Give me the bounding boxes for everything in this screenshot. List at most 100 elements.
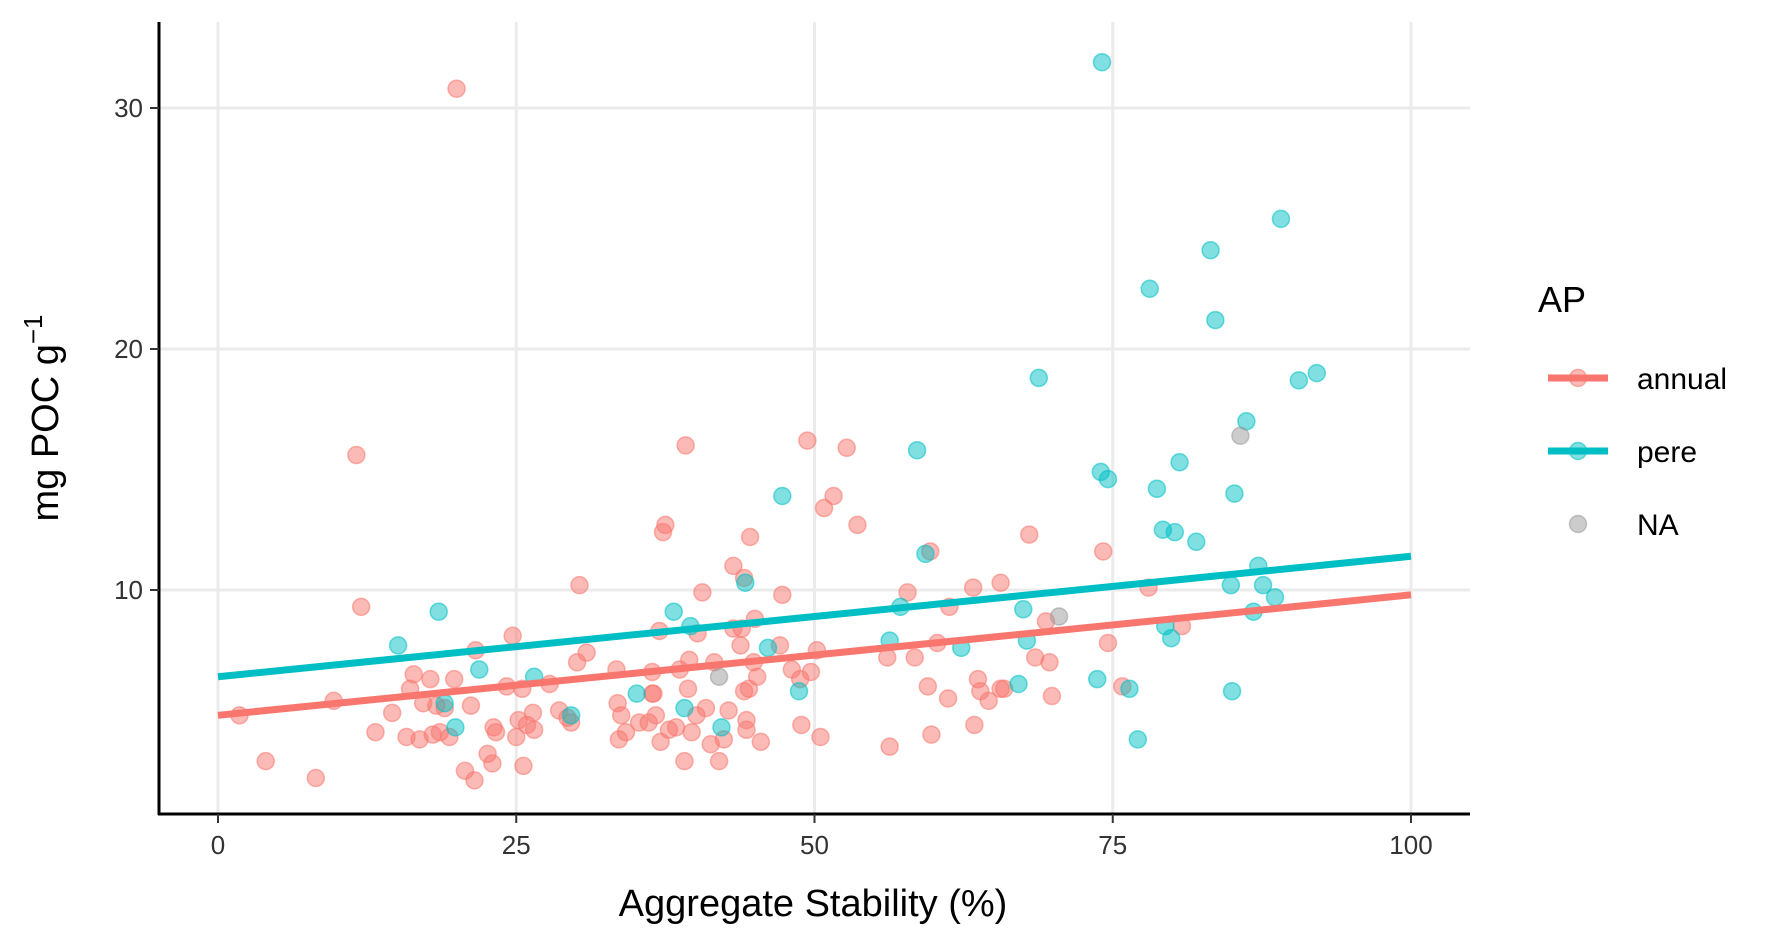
data-point-annual	[577, 643, 596, 662]
data-point-annual	[666, 718, 686, 737]
legend-title: AP	[1538, 279, 1586, 320]
x-tick-label: 75	[1098, 830, 1127, 860]
data-point-pere	[1225, 484, 1244, 503]
data-point-pere	[1120, 679, 1139, 699]
data-point-annual	[709, 751, 729, 771]
y-axis-title-main: mg POC g	[25, 344, 67, 521]
data-point-annual	[382, 703, 402, 723]
data-point-pere	[388, 636, 408, 655]
x-tick-label: 50	[800, 830, 829, 860]
data-point-pere	[1029, 368, 1049, 388]
data-point-pere	[1014, 600, 1033, 619]
data-point-annual	[719, 701, 738, 720]
data-point-pere	[627, 684, 646, 703]
data-point-pere	[1206, 310, 1225, 330]
data-point-annual	[421, 669, 440, 689]
data-point-annual	[503, 626, 522, 646]
y-axis-title-superscript: −1	[18, 314, 48, 344]
data-point-pere	[1201, 240, 1220, 260]
data-point-pere	[446, 718, 465, 737]
data-point-pere	[916, 544, 935, 564]
data-point-pere	[470, 660, 489, 679]
data-point-annual	[740, 527, 760, 547]
data-point-annual	[644, 684, 663, 703]
legend-item-pere: pere	[1548, 436, 1697, 469]
data-point-pere	[1289, 371, 1309, 390]
y-tick-label: 10	[114, 575, 143, 605]
data-point-pere	[1222, 681, 1242, 701]
data-point-annual	[256, 751, 275, 771]
data-point-annual	[347, 445, 366, 465]
data-points	[230, 52, 1327, 790]
data-point-pere	[1128, 730, 1148, 749]
legend-label: pere	[1637, 436, 1697, 469]
data-point-pere	[907, 440, 927, 460]
data-point-annual	[792, 715, 811, 735]
legend: AP annual pere NA	[1538, 279, 1727, 542]
data-point-pere	[675, 698, 694, 718]
data-point-annual	[616, 722, 636, 742]
data-point-na	[1231, 426, 1250, 446]
data-point-annual	[918, 677, 938, 696]
data-point-annual	[483, 754, 502, 773]
data-point-annual	[801, 662, 821, 682]
data-point-annual	[656, 515, 675, 535]
data-point-pere	[1092, 52, 1112, 72]
y-tick-label: 30	[114, 93, 143, 123]
grid-lines	[159, 22, 1470, 814]
data-point-na	[709, 667, 729, 687]
data-point-pere	[1187, 532, 1206, 552]
data-point-pere	[429, 602, 448, 621]
data-point-pere	[1140, 279, 1159, 298]
data-point-annual	[724, 556, 743, 576]
data-point-na	[1049, 607, 1069, 626]
data-point-annual	[737, 720, 756, 740]
fit-lines	[217, 552, 1412, 719]
data-point-annual	[880, 737, 899, 756]
data-point-annual	[675, 751, 694, 771]
data-point-annual	[447, 79, 466, 98]
x-tick-label: 100	[1389, 830, 1432, 860]
data-point-annual	[682, 722, 701, 742]
legend-label: NA	[1637, 509, 1679, 542]
data-point-annual	[366, 722, 385, 742]
data-point-annual	[798, 431, 817, 450]
data-point-pere	[1098, 469, 1118, 489]
data-point-pere	[1147, 479, 1167, 499]
data-point-annual	[848, 515, 867, 535]
data-point-annual	[678, 679, 698, 699]
legend-key-point	[1568, 514, 1588, 534]
y-axis-title: mg POC g−1	[18, 314, 67, 521]
data-point-annual	[1019, 525, 1039, 544]
data-point-annual	[1040, 653, 1059, 672]
fit-line-annual	[217, 591, 1412, 719]
data-point-annual	[905, 648, 924, 667]
data-point-annual	[963, 578, 983, 597]
data-point-pere	[1165, 522, 1185, 542]
data-point-annual	[404, 665, 423, 684]
y-tick-label: 20	[114, 334, 143, 364]
data-point-annual	[731, 636, 750, 655]
data-point-annual	[306, 768, 326, 788]
data-point-pere	[1307, 363, 1327, 383]
data-point-annual	[922, 725, 941, 744]
data-point-annual	[444, 669, 464, 689]
legend-item-annual: annual	[1548, 363, 1727, 396]
data-point-pere	[789, 681, 809, 701]
data-point-annual	[1042, 686, 1062, 706]
legend-item-na: NA	[1568, 509, 1679, 542]
data-point-annual	[991, 573, 1010, 593]
data-point-annual	[646, 706, 666, 725]
data-point-annual	[676, 436, 695, 455]
data-point-annual	[751, 732, 771, 752]
x-tick-label: 25	[502, 830, 531, 860]
data-point-annual	[824, 486, 843, 506]
data-point-pere	[1161, 628, 1181, 648]
data-point-pere	[1271, 209, 1291, 229]
data-point-pere	[712, 718, 731, 737]
data-point-pere	[1087, 669, 1107, 689]
data-point-annual	[524, 720, 544, 740]
data-point-annual	[747, 667, 767, 687]
data-point-pere	[1221, 575, 1241, 595]
